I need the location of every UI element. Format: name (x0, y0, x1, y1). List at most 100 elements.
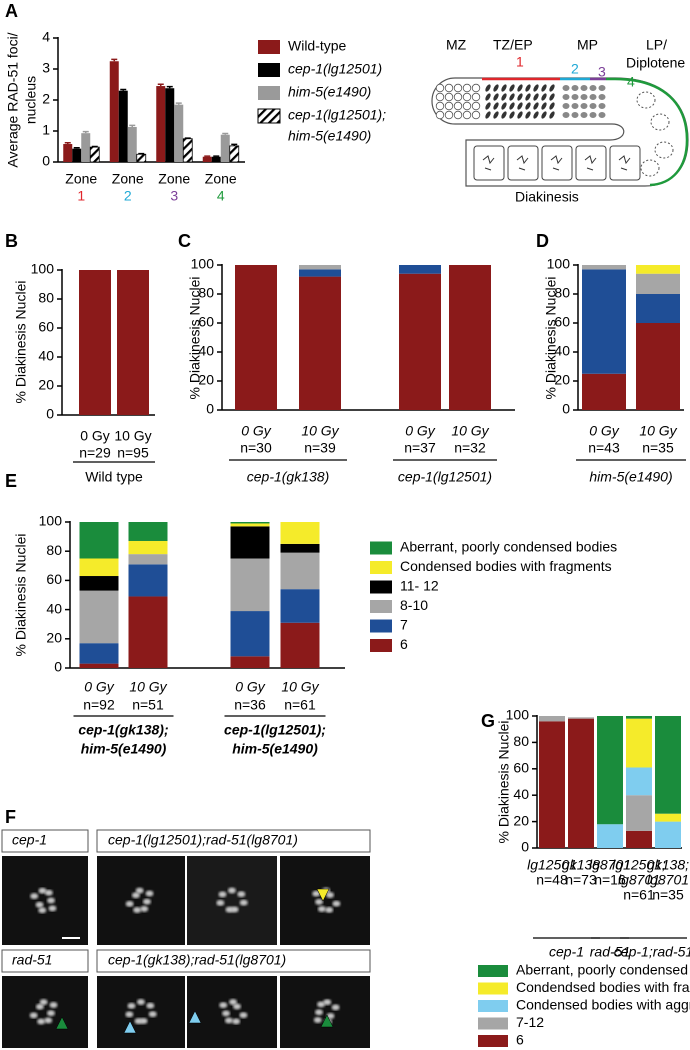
bar-segment (582, 373, 626, 410)
error-bar (166, 85, 173, 89)
cell (493, 102, 499, 110)
y-tick-label: 40 (513, 786, 529, 802)
chromosome-blob (131, 892, 140, 899)
chromosome-blob (127, 1002, 136, 1009)
micrograph (280, 976, 370, 1048)
chromosome-blob (35, 1003, 44, 1010)
gonad-diagram: MZ TZ/EP MP LP/ Diplotene 1 2 3 4 Diakin… (431, 37, 689, 205)
chromosome-blob (35, 901, 44, 908)
y-tick-label: 40 (46, 600, 62, 616)
genotype-label: cep-1 (12, 832, 47, 848)
cell (493, 84, 499, 92)
bar-segment (636, 323, 680, 410)
y-axis-label: Average RAD-51 foci/ (5, 32, 21, 167)
cell (589, 94, 597, 100)
bar (156, 86, 166, 162)
n-label: n=37 (404, 440, 436, 456)
zone-number: 2 (571, 61, 579, 77)
cell (509, 93, 515, 101)
micrograph (97, 856, 185, 945)
chromosome-blob (39, 999, 48, 1006)
bar-segment (230, 558, 270, 612)
zone-number: 3 (598, 64, 606, 80)
cell (562, 103, 570, 109)
legend-label: Condendsed bodies with fragments (516, 979, 690, 995)
bar-segment (597, 824, 623, 848)
bar-segment (597, 716, 623, 825)
cell (453, 92, 463, 102)
cell (501, 111, 507, 119)
y-axis-label: % Diakinesis Nuclei (187, 277, 203, 400)
group-label: him-5(e1490) (232, 741, 318, 757)
bar-segment (280, 589, 320, 623)
group-label: him-5(e1490) (589, 469, 672, 485)
y-tick-label: 100 (191, 256, 215, 272)
chromosome-blob (332, 900, 341, 907)
cell (471, 83, 481, 93)
chromosome-blob (44, 889, 53, 896)
cell (533, 93, 539, 101)
bar-segment (636, 294, 680, 323)
x-tick-label: 10 Gy (639, 423, 677, 439)
chromosome-blob (315, 1009, 324, 1016)
bar (182, 138, 193, 163)
legend-swatch (478, 1017, 508, 1030)
error-bar (82, 130, 89, 134)
zone-number: 3 (170, 188, 178, 204)
y-tick-label: 80 (46, 542, 62, 558)
cell (435, 83, 445, 93)
legend-label: cep-1(lg12501); (288, 107, 386, 123)
chromosome-blob (135, 887, 144, 894)
bar (202, 156, 212, 162)
cell (580, 112, 588, 118)
x-tick-label: 0 Gy (405, 423, 436, 439)
chromosome-blob (29, 1012, 38, 1019)
chromosome-blob (49, 1001, 58, 1008)
bar (220, 134, 230, 162)
n-label: n=43 (588, 440, 620, 456)
chromosomes (618, 155, 631, 171)
x-tick-label: lg8701 (589, 857, 631, 873)
panel-label: D (536, 231, 549, 251)
arrowhead (316, 888, 330, 902)
cell (435, 110, 445, 120)
cell (444, 83, 454, 93)
region-label: Diakinesis (515, 189, 579, 205)
cell (435, 92, 445, 102)
n-label: n=32 (454, 440, 486, 456)
y-tick-label: 60 (38, 319, 54, 335)
label-box (1, 829, 89, 853)
cell (525, 84, 531, 92)
chromosome-blob (317, 1001, 326, 1008)
y-tick-label: 0 (46, 406, 54, 422)
chromosome-blob (44, 1017, 53, 1024)
y-tick-label: 40 (38, 348, 54, 364)
bar (211, 156, 221, 162)
chromosome-blob (30, 893, 39, 900)
legend-swatch (370, 600, 392, 613)
genotype-label: cep-1(gk138);rad-51(lg8701) (108, 952, 286, 968)
legend-label: 11- 12 (400, 578, 439, 594)
bar-segment (449, 265, 491, 410)
bar-segment (230, 522, 270, 524)
cell (571, 85, 579, 91)
group-label: cep-1(gk138) (247, 469, 330, 485)
chromosome-blob (216, 899, 225, 906)
cell (562, 112, 570, 118)
legend-swatch (258, 40, 280, 54)
y-tick-label: 60 (46, 571, 62, 587)
cell (571, 112, 579, 118)
y-axis-label: % Diakinesis Nuclei (543, 277, 559, 400)
cell (562, 94, 570, 100)
chromosome-blob (218, 891, 227, 898)
cell (562, 85, 570, 91)
cell (485, 84, 491, 92)
panel-label: E (5, 471, 17, 491)
bar-segment (280, 552, 320, 590)
n-label: n=51 (132, 697, 164, 713)
zone-number: 4 (627, 74, 635, 90)
cell (549, 84, 555, 92)
panel-label: B (5, 231, 18, 251)
bar-segment (636, 273, 680, 294)
y-tick-label: 0 (54, 659, 62, 675)
